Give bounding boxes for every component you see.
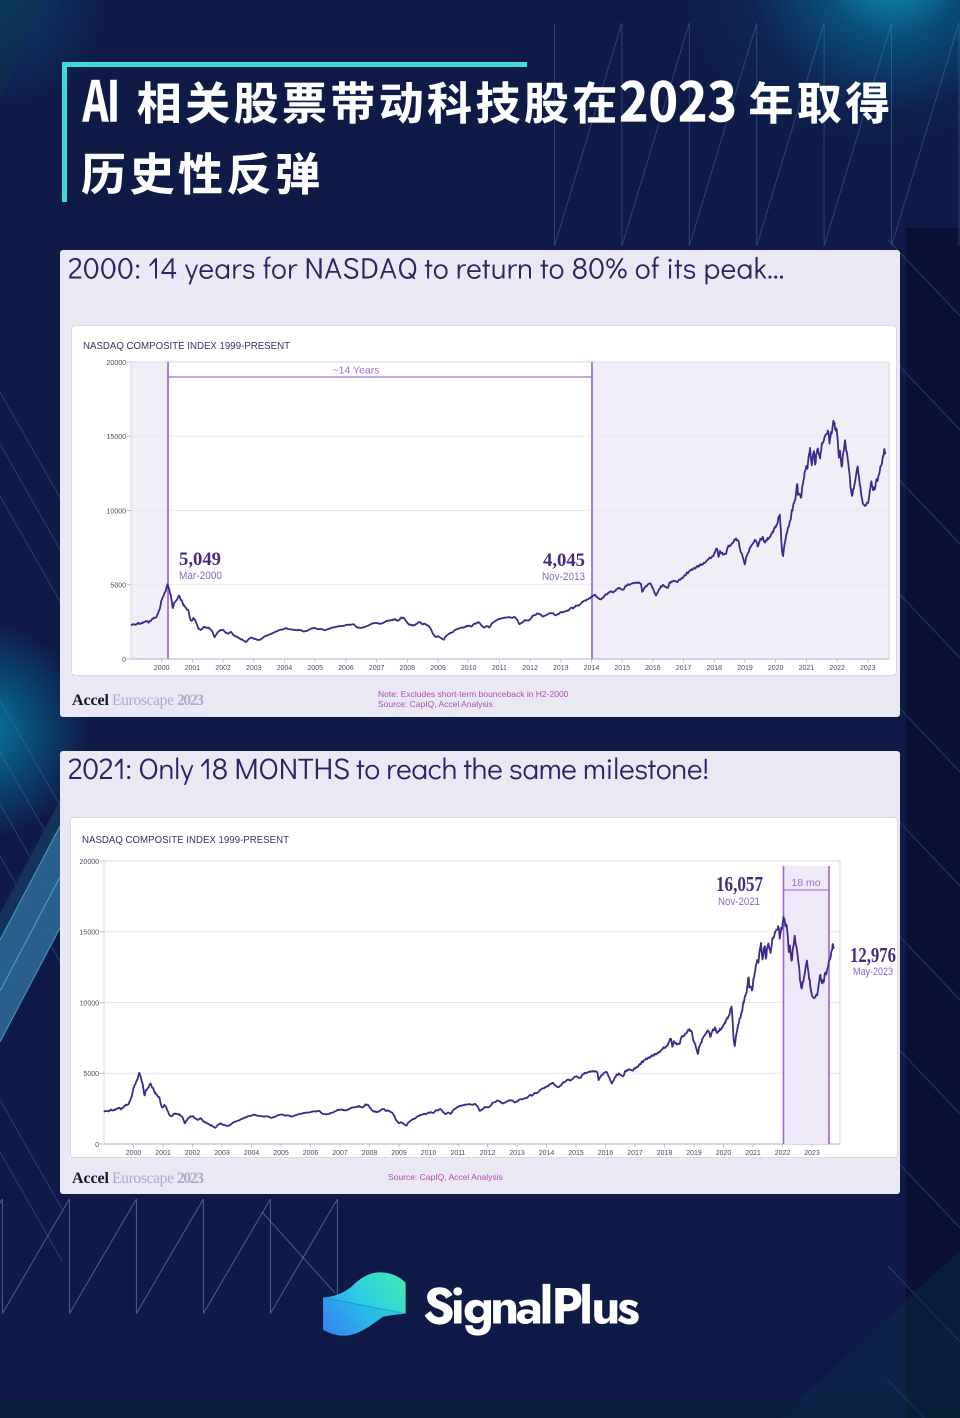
svg-text:Note: Excludes short-term boun: Note: Excludes short-term bounceback in … (378, 689, 569, 699)
svg-text:2017: 2017 (676, 665, 692, 672)
svg-text:Euroscape: Euroscape (112, 692, 174, 709)
svg-text:2009: 2009 (391, 1150, 407, 1157)
svg-text:May-2023: May-2023 (853, 966, 893, 978)
svg-text:~14 Years: ~14 Years (332, 365, 379, 377)
svg-text:2023: 2023 (804, 1150, 820, 1157)
svg-text:Euroscape: Euroscape (112, 1170, 174, 1187)
svg-text:2018: 2018 (657, 1150, 673, 1157)
svg-text:18 mo: 18 mo (791, 877, 820, 889)
svg-text:2007: 2007 (332, 1150, 348, 1157)
svg-text:2016: 2016 (645, 665, 661, 672)
svg-text:5000: 5000 (110, 583, 126, 590)
svg-text:Mar-2000: Mar-2000 (179, 570, 222, 582)
svg-text:2018: 2018 (707, 665, 723, 672)
svg-text:2013: 2013 (509, 1150, 525, 1157)
svg-text:12,976: 12,976 (850, 943, 896, 967)
svg-text:0: 0 (122, 657, 126, 664)
svg-text:2004: 2004 (277, 665, 293, 672)
svg-text:2011: 2011 (492, 665, 507, 672)
svg-text:2001: 2001 (185, 665, 201, 672)
svg-text:15000: 15000 (80, 930, 100, 937)
svg-text:2010: 2010 (421, 1150, 437, 1157)
svg-text:5,049: 5,049 (179, 549, 221, 570)
svg-text:10000: 10000 (107, 508, 127, 515)
svg-text:Nov-2021: Nov-2021 (718, 896, 760, 908)
svg-text:2008: 2008 (400, 665, 416, 672)
svg-text:2005: 2005 (307, 665, 323, 672)
svg-text:2008: 2008 (362, 1150, 378, 1157)
svg-text:2015: 2015 (568, 1150, 584, 1157)
svg-text:2000: 2000 (154, 665, 170, 672)
svg-text:2014: 2014 (584, 665, 600, 672)
svg-text:2007: 2007 (369, 665, 385, 672)
svg-text:Accel: Accel (72, 1170, 110, 1187)
svg-text:Source: CapIQ, Accel Analysis: Source: CapIQ, Accel Analysis (378, 699, 493, 709)
svg-text:Source: CapIQ, Accel Analysis: Source: CapIQ, Accel Analysis (388, 1172, 503, 1182)
svg-text:2022: 2022 (829, 665, 845, 672)
svg-text:2021: 2021 (799, 665, 815, 672)
svg-text:2023: 2023 (177, 1170, 204, 1187)
svg-text:15000: 15000 (107, 434, 127, 441)
svg-text:0: 0 (95, 1142, 99, 1149)
svg-text:2012: 2012 (480, 1150, 496, 1157)
svg-text:Accel: Accel (72, 692, 110, 709)
svg-text:2015: 2015 (614, 665, 630, 672)
svg-text:2003: 2003 (214, 1150, 230, 1157)
svg-text:2013: 2013 (553, 665, 569, 672)
svg-text:2019: 2019 (686, 1150, 702, 1157)
svg-text:2006: 2006 (338, 665, 354, 672)
svg-text:2005: 2005 (273, 1150, 289, 1157)
svg-text:2002: 2002 (215, 665, 231, 672)
svg-text:2016: 2016 (598, 1150, 614, 1157)
svg-text:2000: 2000 (126, 1150, 142, 1157)
svg-text:Nov-2013: Nov-2013 (542, 571, 585, 583)
svg-text:20000: 20000 (80, 859, 100, 866)
svg-text:2006: 2006 (303, 1150, 319, 1157)
svg-text:2020: 2020 (716, 1150, 732, 1157)
svg-text:2010: 2010 (461, 665, 477, 672)
svg-text:4,045: 4,045 (543, 550, 585, 571)
svg-text:2019: 2019 (737, 665, 753, 672)
svg-text:2012: 2012 (522, 665, 538, 672)
svg-text:NASDAQ COMPOSITE INDEX 1999-PR: NASDAQ COMPOSITE INDEX 1999-PRESENT (83, 341, 290, 352)
svg-text:2009: 2009 (430, 665, 446, 672)
svg-text:10000: 10000 (80, 1000, 100, 1007)
svg-text:2020: 2020 (768, 665, 784, 672)
svg-text:2022: 2022 (775, 1150, 791, 1157)
svg-text:2011: 2011 (450, 1150, 465, 1157)
svg-text:2002: 2002 (185, 1150, 201, 1157)
svg-text:2023: 2023 (177, 692, 204, 709)
svg-text:2001: 2001 (155, 1150, 171, 1157)
svg-text:5000: 5000 (83, 1071, 99, 1078)
svg-text:20000: 20000 (107, 360, 127, 367)
svg-text:2021: 2021 (745, 1150, 761, 1157)
svg-text:2004: 2004 (244, 1150, 260, 1157)
svg-text:2003: 2003 (246, 665, 262, 672)
svg-text:2017: 2017 (627, 1150, 643, 1157)
svg-text:16,057: 16,057 (716, 872, 763, 896)
svg-text:2023: 2023 (860, 665, 876, 672)
svg-text:NASDAQ COMPOSITE INDEX 1999-PR: NASDAQ COMPOSITE INDEX 1999-PRESENT (82, 835, 289, 846)
svg-text:2014: 2014 (539, 1150, 555, 1157)
